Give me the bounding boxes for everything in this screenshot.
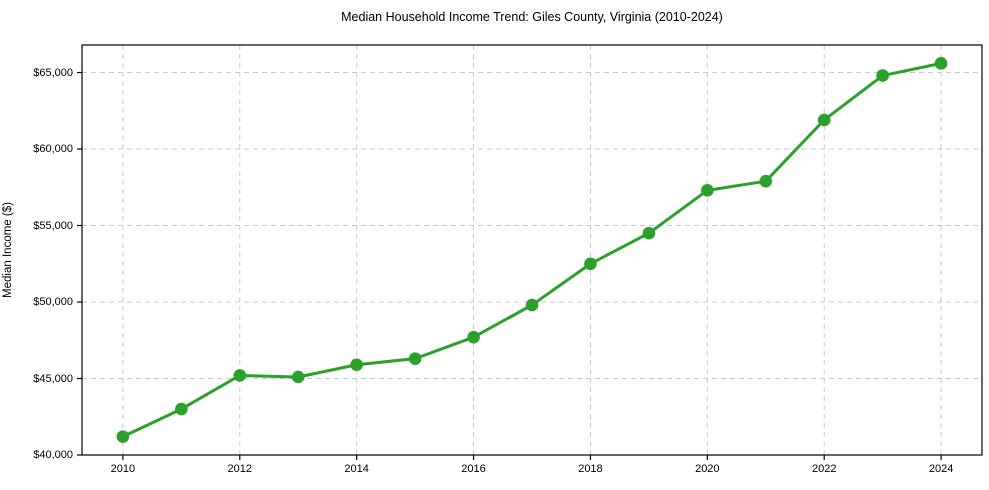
data-point-marker	[175, 402, 188, 416]
y-tick-label: $40,000	[33, 449, 73, 461]
x-tick-label: 2012	[227, 463, 253, 475]
y-tick-label: $65,000	[33, 66, 73, 79]
axes-box	[81, 44, 983, 456]
chart-title: Median Household Income Trend: Giles Cou…	[341, 10, 723, 24]
x-tick-label: 2016	[461, 463, 486, 475]
x-tick-label: 2018	[578, 463, 603, 475]
data-point-marker	[467, 330, 480, 344]
data-point-marker	[291, 370, 305, 384]
x-tick-label: 2020	[695, 463, 720, 475]
x-tick-label: 2014	[344, 463, 369, 475]
y-tick-label: $45,000	[33, 372, 73, 385]
y-tick-label: $50,000	[33, 296, 73, 308]
data-point-marker	[408, 352, 422, 365]
y-tick-label: $55,000	[33, 219, 73, 232]
data-point-marker	[525, 298, 539, 312]
y-tick-label: $60,000	[33, 143, 73, 156]
x-tick-label: 2010	[110, 463, 136, 475]
data-point-marker	[584, 257, 597, 271]
data-point-marker	[233, 369, 247, 382]
data-point-marker	[759, 174, 773, 188]
x-tick-label: 2022	[811, 463, 837, 475]
data-point-marker	[934, 57, 948, 70]
data-point-marker	[642, 226, 656, 240]
data-point-marker	[817, 113, 831, 127]
data-point-marker	[350, 358, 363, 372]
data-point-marker	[116, 430, 130, 443]
x-tick-label: 2024	[928, 463, 954, 475]
data-point-marker	[701, 184, 714, 197]
data-point-marker	[876, 69, 889, 82]
